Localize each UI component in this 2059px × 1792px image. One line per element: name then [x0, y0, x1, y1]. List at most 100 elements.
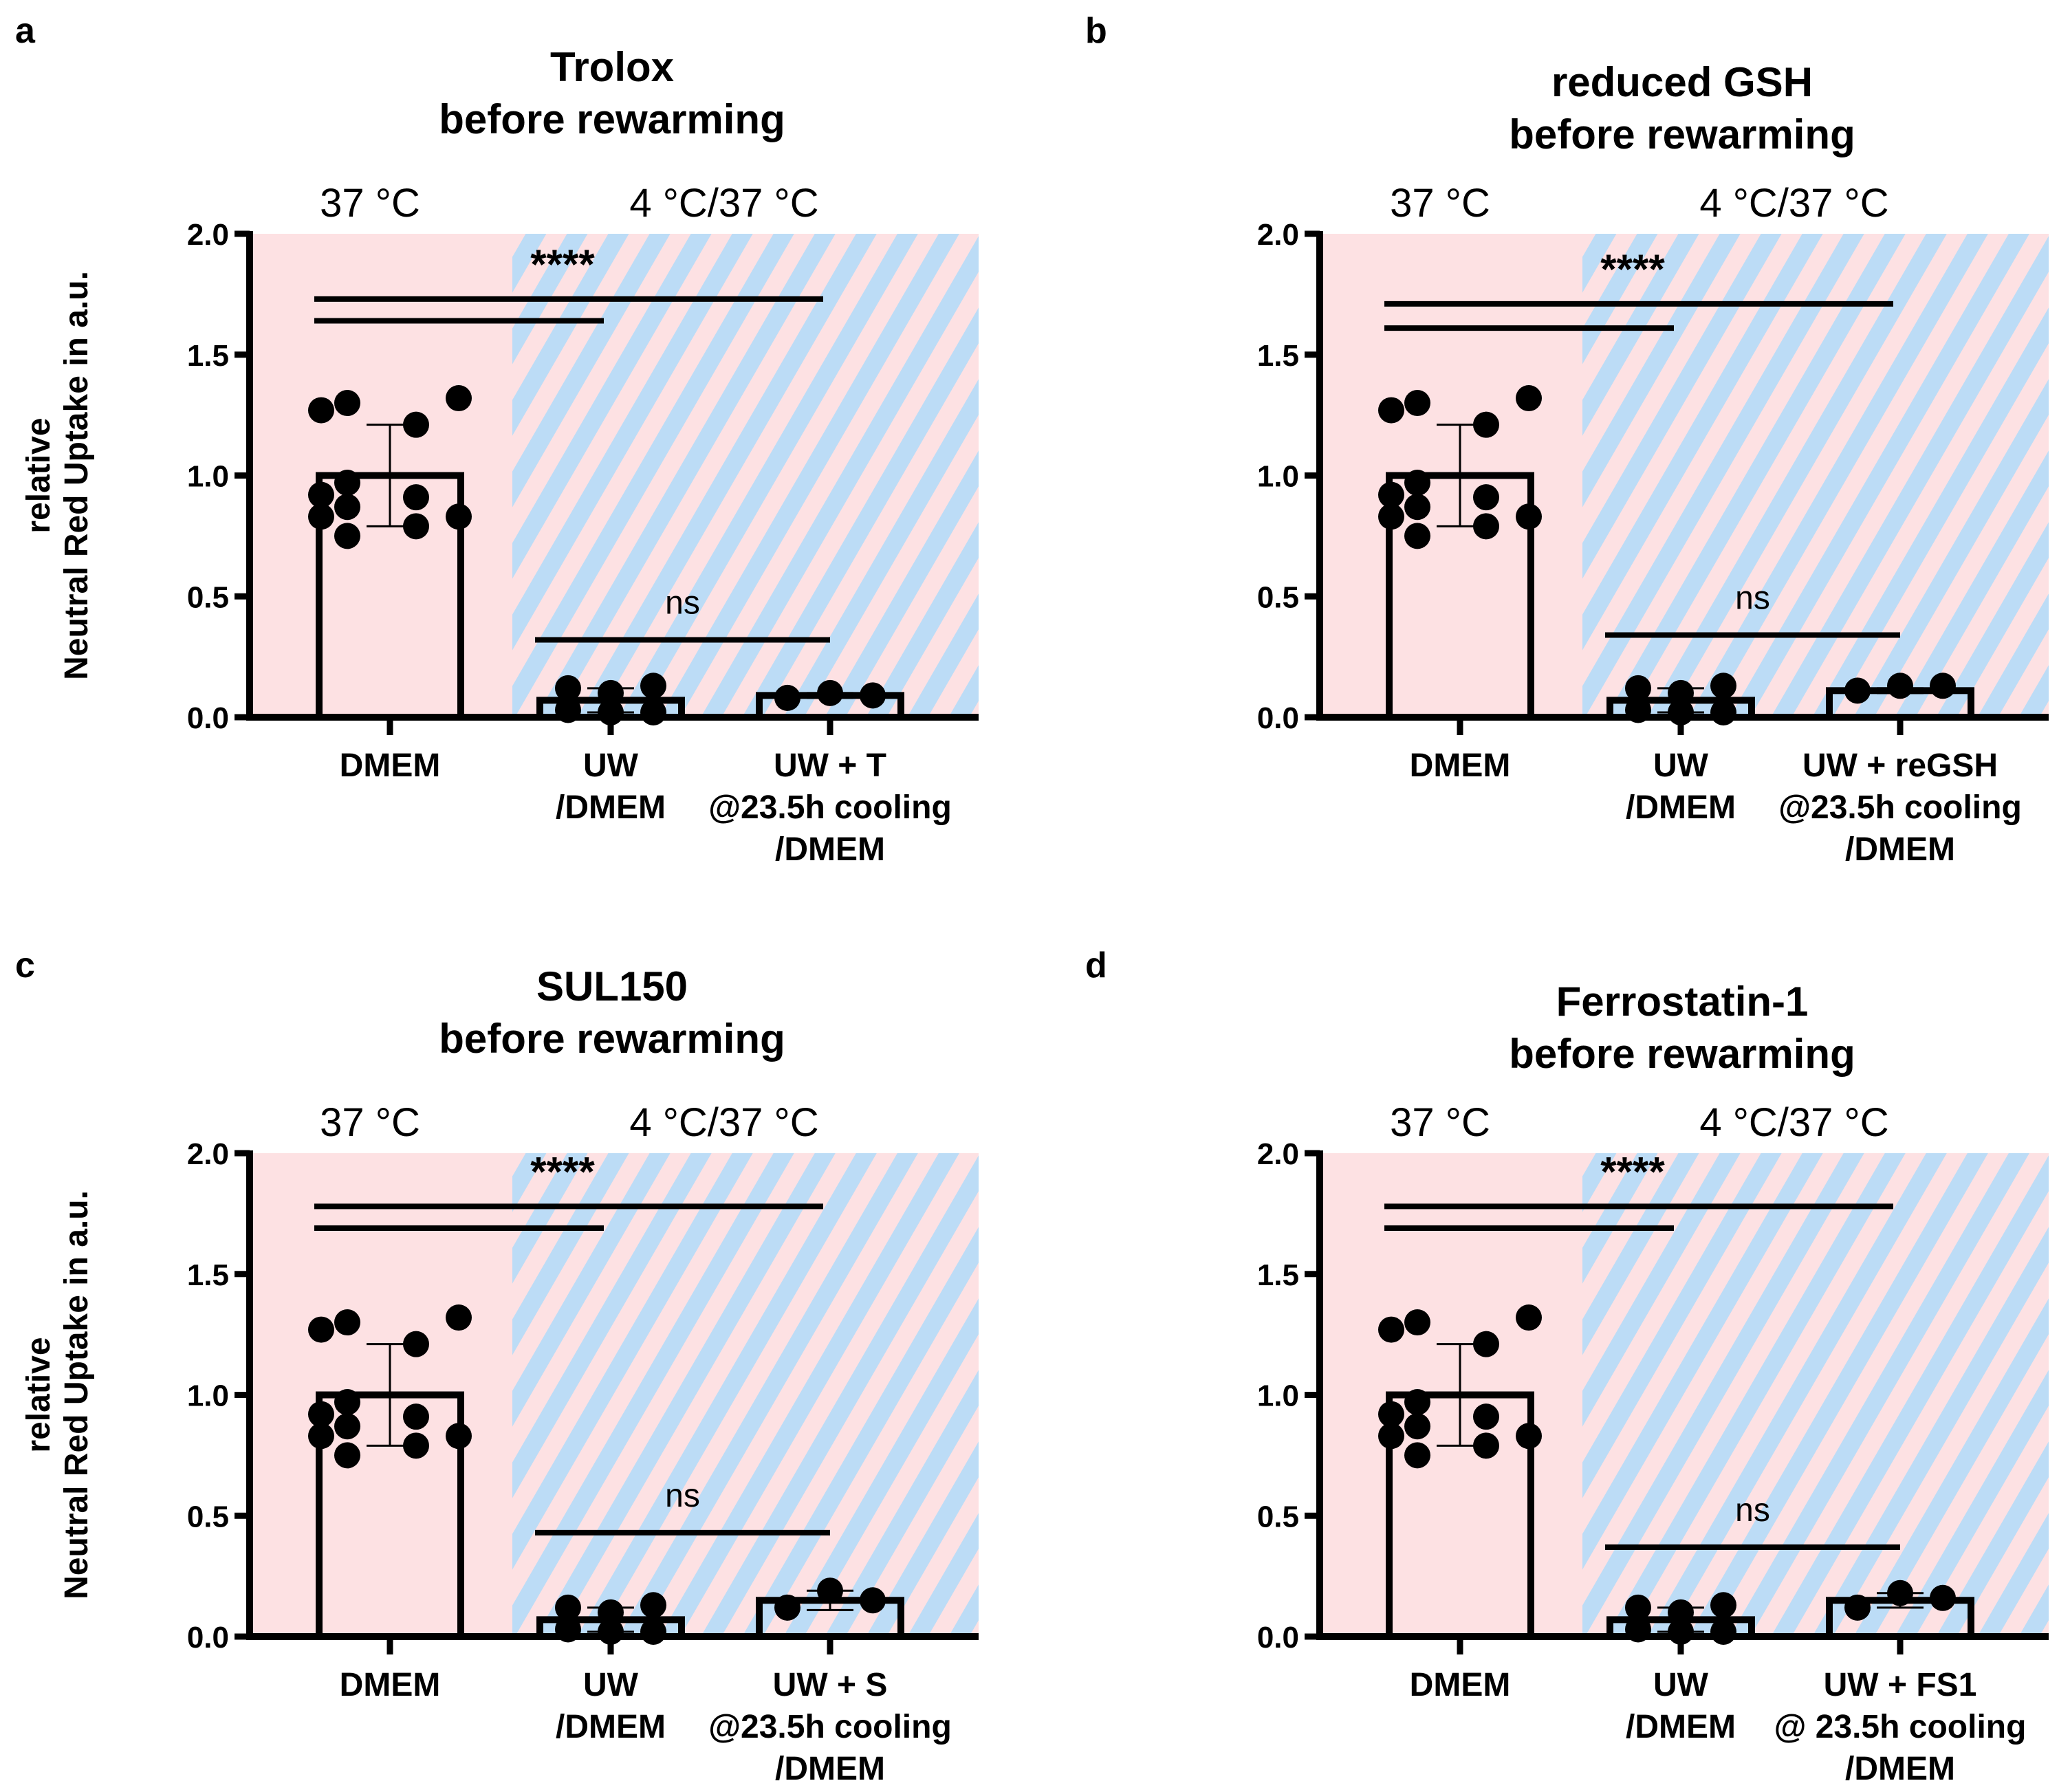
- x-tick-label: /DMEM: [556, 1709, 666, 1745]
- y-tick-label: 2.0: [187, 218, 229, 252]
- y-tick-label: 1.5: [1257, 1258, 1299, 1292]
- chart-title-line: SUL150: [536, 963, 688, 1009]
- data-point: [598, 1599, 624, 1626]
- x-tick-label: @23.5h cooling: [708, 789, 952, 826]
- data-point: [403, 484, 429, 511]
- data-point: [403, 513, 429, 540]
- data-point: [403, 1432, 429, 1459]
- region-label-cold: 4 °C/37 °C: [1699, 1100, 1888, 1145]
- data-point: [334, 1442, 360, 1469]
- y-tick-label: 1.5: [187, 339, 229, 373]
- y-tick-label: 1.5: [187, 1258, 229, 1292]
- data-point: [1378, 1316, 1404, 1343]
- y-tick-label: 0.0: [1257, 701, 1299, 735]
- data-point: [403, 1331, 429, 1357]
- cold-region: [1582, 1153, 2049, 1637]
- data-point: [1668, 679, 1694, 706]
- data-point: [308, 1423, 334, 1450]
- data-point: [308, 1401, 334, 1428]
- data-point: [1710, 699, 1736, 725]
- data-point: [403, 411, 429, 438]
- data-point: [334, 494, 360, 521]
- y-tick-label: 2.0: [1257, 218, 1299, 252]
- data-point: [334, 523, 360, 549]
- x-tick-label: UW: [583, 1667, 639, 1703]
- data-point: [640, 699, 666, 725]
- data-point: [1404, 390, 1430, 417]
- data-point: [1887, 1580, 1913, 1606]
- data-point: [555, 675, 581, 701]
- data-point: [1710, 1618, 1736, 1645]
- data-point: [1404, 1442, 1430, 1469]
- significance-label: ns: [1735, 1492, 1770, 1529]
- data-point: [1404, 1389, 1430, 1416]
- data-point: [640, 1592, 666, 1619]
- significance-label: ****: [1600, 1148, 1665, 1194]
- data-point: [1473, 1331, 1499, 1357]
- x-tick-label: UW: [583, 747, 639, 784]
- chart-title-line: Trolox: [550, 44, 674, 90]
- x-tick-label: UW: [1653, 747, 1709, 784]
- y-tick-label: 0.5: [1257, 1500, 1299, 1533]
- data-point: [446, 1304, 472, 1331]
- y-tick-label: 1.0: [187, 460, 229, 494]
- panel-d: d Ferrostatin-1 before rewarming 37 °C 4 °C/…: [1085, 946, 2049, 1787]
- y-tick-label: 0.5: [187, 580, 229, 614]
- cold-region: [512, 234, 979, 717]
- significance-label: ns: [665, 585, 700, 622]
- x-tick-label: /DMEM: [556, 789, 666, 826]
- panel-label: a: [15, 11, 36, 51]
- data-point: [403, 1403, 429, 1430]
- significance-label: ns: [1735, 580, 1770, 616]
- region-label-warm: 37 °C: [1390, 181, 1490, 226]
- data-point: [1844, 1594, 1871, 1621]
- x-tick-label: @23.5h cooling: [708, 1709, 952, 1745]
- data-point: [334, 1413, 360, 1440]
- data-point: [774, 684, 800, 711]
- significance-label: ****: [530, 241, 595, 287]
- data-point: [555, 1594, 581, 1621]
- data-point: [308, 503, 334, 530]
- y-tick-label: 2.0: [1257, 1137, 1299, 1171]
- data-point: [308, 397, 334, 424]
- x-tick-label: UW + S: [773, 1667, 888, 1703]
- x-tick-label: UW + reGSH: [1802, 747, 1998, 784]
- y-tick-label: 0.5: [187, 1500, 229, 1533]
- x-tick-label: /DMEM: [1626, 1709, 1736, 1745]
- x-tick-label: UW + T: [774, 747, 886, 784]
- data-point: [1404, 1413, 1430, 1440]
- y-tick-label: 0.0: [187, 701, 229, 735]
- y-tick-label: 1.5: [1257, 339, 1299, 373]
- data-point: [446, 385, 472, 412]
- chart-title-line: reduced GSH: [1551, 59, 1813, 105]
- data-point: [817, 1577, 843, 1604]
- data-point: [1404, 523, 1430, 549]
- data-point: [334, 1389, 360, 1416]
- x-tick-label: DMEM: [1410, 747, 1511, 784]
- data-point: [1473, 513, 1499, 540]
- data-point: [334, 1309, 360, 1336]
- panel-label: c: [15, 946, 35, 985]
- data-point: [1516, 1304, 1542, 1331]
- y-tick-label: 1.0: [187, 1379, 229, 1413]
- data-point: [1378, 1401, 1404, 1428]
- data-point: [1378, 397, 1404, 424]
- y-axis-label: relative: [21, 417, 57, 533]
- data-point: [1930, 1584, 1956, 1611]
- significance-label: ****: [1600, 246, 1665, 292]
- region-label-warm: 37 °C: [1390, 1100, 1490, 1145]
- data-point: [1625, 675, 1651, 701]
- x-tick-label: @23.5h cooling: [1778, 789, 2022, 826]
- data-point: [1378, 1423, 1404, 1450]
- panel-c: c SUL150 before rewarming 37 °C 4 °C/37 °C re…: [15, 946, 979, 1787]
- data-point: [774, 1594, 800, 1621]
- data-point: [446, 503, 472, 530]
- panel-a: a Trolox before rewarming 37 °C 4 °C/37 °C re…: [15, 11, 979, 868]
- data-point: [1378, 503, 1404, 530]
- y-tick-label: 2.0: [187, 1137, 229, 1171]
- data-point: [308, 1316, 334, 1343]
- region-label-warm: 37 °C: [320, 1100, 420, 1145]
- data-point: [1844, 677, 1871, 704]
- y-axis-label: Neutral Red Uptake in a.u.: [58, 1190, 95, 1599]
- data-point: [1668, 1599, 1694, 1626]
